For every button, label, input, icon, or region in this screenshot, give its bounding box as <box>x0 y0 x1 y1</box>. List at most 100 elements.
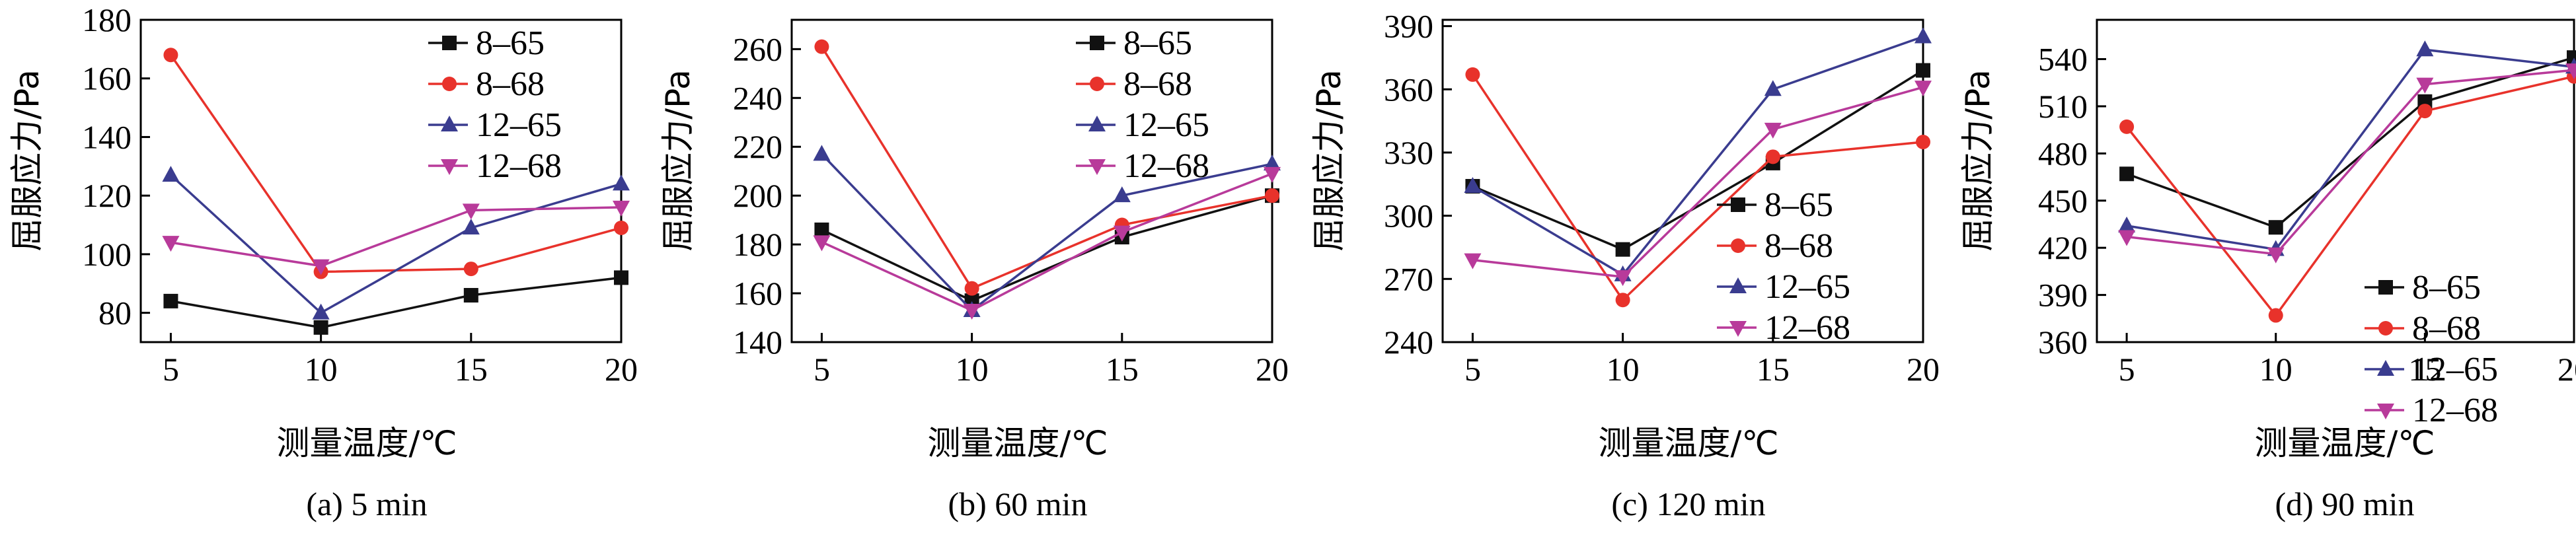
plot-frame <box>1441 18 1924 343</box>
x-tick-label: 5 <box>2119 351 2135 388</box>
legend-label: 12–65 <box>476 106 562 144</box>
legend-marker <box>1088 116 1106 131</box>
data-point-12-68 <box>1764 122 1782 139</box>
x-tick-label: 15 <box>455 351 488 388</box>
data-point-12-65 <box>1113 186 1131 203</box>
panel-b: 屈服应力/Pa 测量温度/℃ (b) 60 min 140 160 180 200 22… <box>659 18 1289 522</box>
series-line-12-65 <box>170 174 622 314</box>
data-point-8-65 <box>2268 220 2283 235</box>
panel-caption: (d) 90 min <box>2275 485 2414 522</box>
series-line-12-65 <box>2126 48 2575 251</box>
y-tick-label: 360 <box>2038 324 2088 361</box>
x-tick-label: 5 <box>1464 351 1481 388</box>
data-point-8-65 <box>163 293 178 308</box>
legend-marker <box>1729 277 1747 293</box>
data-point-12-68 <box>1614 270 1632 287</box>
y-tick-label: 180 <box>82 1 132 38</box>
x-tick-label: 20 <box>2557 351 2576 388</box>
data-point-8-65 <box>814 222 829 237</box>
data-point-8-65 <box>2119 166 2135 182</box>
data-point-12-68 <box>2416 77 2434 94</box>
data-point-8-65 <box>313 320 328 335</box>
legend-marker <box>1090 36 1104 50</box>
legend-marker <box>2377 360 2394 376</box>
data-point-12-65 <box>462 218 480 234</box>
plot-frame <box>2096 18 2575 343</box>
data-point-12-68 <box>1113 225 1131 242</box>
y-tick-label: 450 <box>2038 182 2088 219</box>
legend-label: 8–65 <box>2412 269 2481 306</box>
legend-marker <box>441 159 458 175</box>
data-point-12-65 <box>1264 155 1281 171</box>
data-point-8-68 <box>2119 119 2135 134</box>
data-point-12-68 <box>2267 247 2285 264</box>
panel-caption: (a) 5 min <box>306 485 427 522</box>
series-line-12-68 <box>1472 86 1924 278</box>
data-point-12-68 <box>1464 253 1482 269</box>
y-tick-label: 220 <box>733 128 782 165</box>
data-point-12-68 <box>813 235 831 252</box>
legend-label: 8–65 <box>1123 24 1192 62</box>
y-tick-label: 240 <box>1384 324 1433 361</box>
data-point-12-65 <box>813 145 831 161</box>
y-axis-title: 屈服应力/Pa <box>1959 69 1997 251</box>
y-tick-label: 270 <box>1384 260 1433 297</box>
x-tick-label: 10 <box>2259 351 2292 388</box>
data-point-8-68 <box>614 220 628 235</box>
legend-label: 12–68 <box>2412 392 2498 429</box>
legend-label: 12–65 <box>1764 268 1850 306</box>
data-point-12-65 <box>162 166 180 182</box>
legend-label: 8–68 <box>1764 227 1833 265</box>
legend-marker <box>1090 77 1104 91</box>
data-point-8-68 <box>1916 134 1930 149</box>
data-point-8-68 <box>2268 308 2283 323</box>
data-point-12-65 <box>312 303 330 320</box>
data-point-12-65 <box>2416 40 2434 57</box>
legend-label: 8–65 <box>1764 186 1833 224</box>
series-line-8-68 <box>2125 75 2575 318</box>
x-tick-label: 20 <box>1256 351 1289 388</box>
y-tick-label: 360 <box>1384 71 1433 108</box>
x-tick-label: 15 <box>1106 351 1139 388</box>
data-point-12-68 <box>312 259 330 275</box>
data-point-12-68 <box>1914 81 1932 97</box>
series-line-12-68 <box>170 206 622 267</box>
series-line-8-68 <box>820 46 1273 290</box>
series-line-12-65 <box>821 153 1273 312</box>
y-tick-label: 100 <box>82 236 132 273</box>
data-point-8-68 <box>1765 149 1780 164</box>
data-point-8-68 <box>163 48 178 63</box>
legend-label: 12–68 <box>476 147 562 185</box>
data-point-8-68 <box>1615 293 1630 308</box>
data-point-8-65 <box>1916 63 1930 78</box>
x-tick-label: 5 <box>814 351 830 388</box>
data-point-12-68 <box>1264 166 1281 183</box>
y-axis-title: 屈服应力/Pa <box>1310 69 1348 251</box>
y-tick-label: 260 <box>733 30 782 67</box>
legend-marker <box>1088 159 1106 175</box>
y-tick-label: 390 <box>2038 277 2088 314</box>
series-line-12-68 <box>2126 69 2575 256</box>
x-tick-label: 15 <box>2408 351 2441 388</box>
series-line-8-65 <box>170 276 622 329</box>
data-point-12-65 <box>2118 216 2136 232</box>
data-point-8-68 <box>463 262 478 277</box>
data-point-8-65 <box>1615 242 1630 257</box>
x-tick-label: 20 <box>605 351 638 388</box>
x-axis-title: 测量温度/℃ <box>277 424 457 462</box>
data-point-12-68 <box>613 200 630 217</box>
series-line-8-65 <box>2126 56 2575 229</box>
legend-label: 12–65 <box>2412 351 2498 388</box>
data-point-12-68 <box>2565 63 2576 80</box>
x-axis-title: 测量温度/℃ <box>928 424 1108 462</box>
x-tick-label: 10 <box>1607 351 1640 388</box>
data-point-8-68 <box>2417 104 2433 119</box>
legend-marker <box>441 116 458 131</box>
y-tick-label: 80 <box>98 295 132 332</box>
legend-marker <box>1729 321 1747 337</box>
series-line-12-68 <box>821 172 1273 312</box>
data-point-12-65 <box>1464 176 1482 193</box>
legend-label: 8–68 <box>1123 65 1192 103</box>
series-line-8-68 <box>1471 73 1924 302</box>
